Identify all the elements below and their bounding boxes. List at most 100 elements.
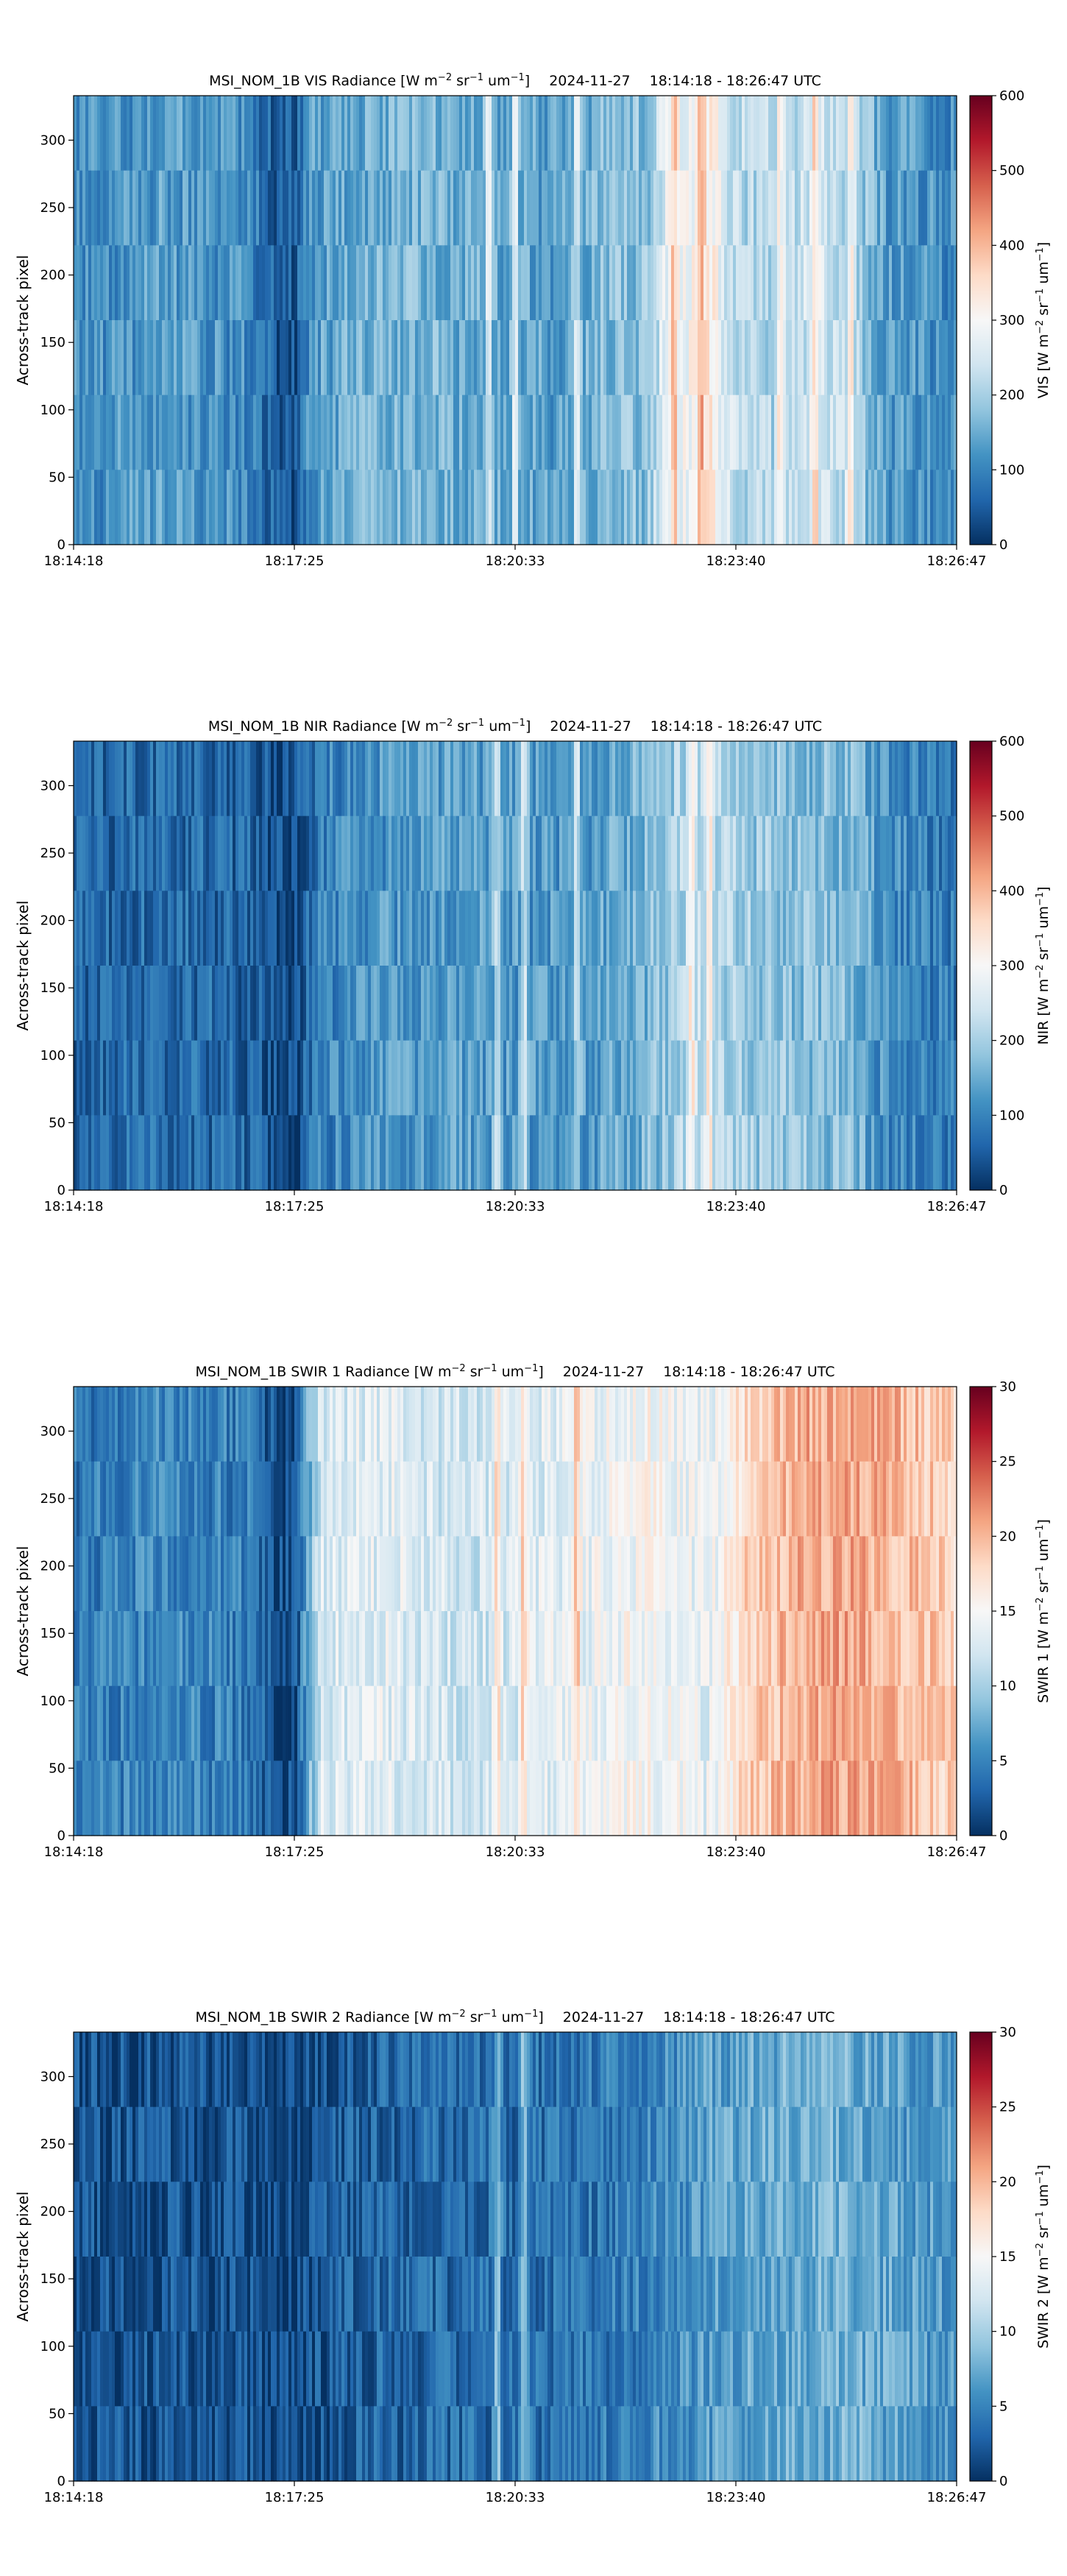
x-tick-label: 18:14:18 — [44, 1844, 104, 1860]
colorbar-tick-label: 300 — [999, 313, 1024, 328]
y-tick-label: 200 — [40, 1559, 65, 1574]
x-tick-label: 18:17:25 — [265, 1199, 325, 1214]
x-tick-label: 18:23:40 — [706, 1199, 766, 1214]
y-tick-label: 0 — [57, 2474, 65, 2489]
colorbar-tick-label: 100 — [999, 1108, 1024, 1123]
y-tick-label: 150 — [40, 2271, 65, 2287]
chart-title: MSI_NOM_1B VIS Radiance [W m−2 sr−1 um−1… — [209, 72, 821, 89]
colorbar-label: NIR [W m−2 sr−1 um−1] — [1035, 886, 1052, 1044]
x-tick-label: 18:20:33 — [486, 1199, 545, 1214]
y-tick-label: 100 — [40, 403, 65, 418]
heatmap-image — [74, 1387, 957, 1836]
colorbar-tick-label: 300 — [999, 958, 1024, 974]
y-axis-label: Across-track pixel — [14, 2192, 32, 2322]
chart-title: MSI_NOM_1B NIR Radiance [W m−2 sr−1 um−1… — [208, 718, 822, 735]
y-tick-label: 100 — [40, 1048, 65, 1064]
y-tick-label: 300 — [40, 778, 65, 793]
heatmap-image — [74, 741, 957, 1191]
x-tick-label: 18:26:47 — [927, 2490, 987, 2505]
colorbar-tick-label: 600 — [999, 88, 1024, 104]
colorbar-tick-label: 400 — [999, 883, 1024, 899]
colorbar-tick-label: 30 — [999, 2025, 1016, 2040]
y-tick-label: 200 — [40, 2204, 65, 2220]
x-tick-label: 18:26:47 — [927, 1199, 987, 1214]
colorbar — [969, 95, 993, 545]
colorbar-tick-label: 0 — [999, 2474, 1007, 2489]
colorbar-tick-label: 0 — [999, 537, 1007, 553]
x-tick-label: 18:17:25 — [265, 553, 325, 569]
y-tick-label: 50 — [49, 2406, 65, 2421]
panel-vis: MSI_NOM_1B VIS Radiance [W m−2 sr−1 um−1… — [14, 72, 1052, 569]
colorbar-tick-label: 5 — [999, 1753, 1007, 1769]
y-tick-label: 200 — [40, 913, 65, 929]
colorbar-tick-label: 15 — [999, 1604, 1016, 1619]
x-tick-label: 18:26:47 — [927, 553, 987, 569]
x-tick-label: 18:17:25 — [265, 1844, 325, 1860]
x-tick-label: 18:17:25 — [265, 2490, 325, 2505]
y-tick-label: 200 — [40, 268, 65, 283]
colorbar — [969, 2031, 993, 2482]
y-tick-label: 0 — [57, 537, 65, 553]
heatmap-image — [74, 96, 957, 545]
y-tick-label: 250 — [40, 2137, 65, 2152]
y-tick-label: 300 — [40, 1423, 65, 1439]
y-axis-label: Across-track pixel — [14, 1546, 32, 1677]
x-tick-label: 18:14:18 — [44, 1199, 104, 1214]
x-tick-label: 18:20:33 — [486, 1844, 545, 1860]
x-tick-label: 18:14:18 — [44, 2490, 104, 2505]
colorbar-tick-label: 5 — [999, 2399, 1007, 2414]
colorbar-tick-label: 200 — [999, 388, 1024, 403]
colorbar-tick-label: 0 — [999, 1828, 1007, 1844]
y-axis-label: Across-track pixel — [14, 901, 32, 1031]
y-tick-label: 50 — [49, 1115, 65, 1130]
y-tick-label: 250 — [40, 1491, 65, 1507]
y-tick-label: 250 — [40, 846, 65, 861]
colorbar-tick-label: 400 — [999, 238, 1024, 253]
colorbar-label: VIS [W m−2 sr−1 um−1] — [1035, 242, 1052, 399]
colorbar-tick-label: 100 — [999, 462, 1024, 478]
y-axis-label: Across-track pixel — [14, 255, 32, 386]
panel-nir: MSI_NOM_1B NIR Radiance [W m−2 sr−1 um−1… — [14, 718, 1052, 1214]
colorbar-label: SWIR 1 [W m−2 sr−1 um−1] — [1035, 1519, 1052, 1703]
y-tick-label: 300 — [40, 132, 65, 148]
colorbar-tick-label: 600 — [999, 734, 1024, 749]
y-tick-label: 100 — [40, 1694, 65, 1709]
colorbar-tick-label: 15 — [999, 2249, 1016, 2265]
y-tick-label: 150 — [40, 980, 65, 996]
y-tick-label: 50 — [49, 1761, 65, 1776]
y-tick-label: 50 — [49, 470, 65, 485]
x-tick-label: 18:23:40 — [706, 2490, 766, 2505]
x-tick-label: 18:14:18 — [44, 553, 104, 569]
y-tick-label: 150 — [40, 335, 65, 350]
colorbar-tick-label: 0 — [999, 1183, 1007, 1198]
y-tick-label: 0 — [57, 1183, 65, 1198]
x-tick-label: 18:23:40 — [706, 553, 766, 569]
colorbar-tick-label: 25 — [999, 1454, 1016, 1470]
colorbar-tick-label: 10 — [999, 1679, 1016, 1694]
colorbar-tick-label: 200 — [999, 1033, 1024, 1049]
y-tick-label: 250 — [40, 200, 65, 216]
x-tick-label: 18:20:33 — [486, 553, 545, 569]
chart-title: MSI_NOM_1B SWIR 1 Radiance [W m−2 sr−1 u… — [196, 1363, 835, 1380]
y-tick-label: 150 — [40, 1626, 65, 1641]
colorbar — [969, 1386, 993, 1836]
x-tick-label: 18:20:33 — [486, 2490, 545, 2505]
colorbar-tick-label: 500 — [999, 809, 1024, 824]
chart-title: MSI_NOM_1B SWIR 2 Radiance [W m−2 sr−1 u… — [196, 2009, 835, 2025]
colorbar-tick-label: 500 — [999, 163, 1024, 179]
y-tick-label: 100 — [40, 2339, 65, 2354]
x-tick-label: 18:23:40 — [706, 1844, 766, 1860]
colorbar-tick-label: 10 — [999, 2324, 1016, 2340]
colorbar-label: SWIR 2 [W m−2 sr−1 um−1] — [1035, 2165, 1052, 2349]
colorbar — [969, 740, 993, 1191]
colorbar-tick-label: 30 — [999, 1379, 1016, 1395]
y-tick-label: 300 — [40, 2069, 65, 2084]
x-tick-label: 18:26:47 — [927, 1844, 987, 1860]
panel-swir-1: MSI_NOM_1B SWIR 1 Radiance [W m−2 sr−1 u… — [14, 1363, 1052, 1860]
panel-swir-2: MSI_NOM_1B SWIR 2 Radiance [W m−2 sr−1 u… — [14, 2009, 1052, 2505]
heatmap-image — [74, 2032, 957, 2482]
y-tick-label: 0 — [57, 1828, 65, 1844]
colorbar-tick-label: 20 — [999, 1529, 1016, 1544]
colorbar-tick-label: 25 — [999, 2100, 1016, 2115]
